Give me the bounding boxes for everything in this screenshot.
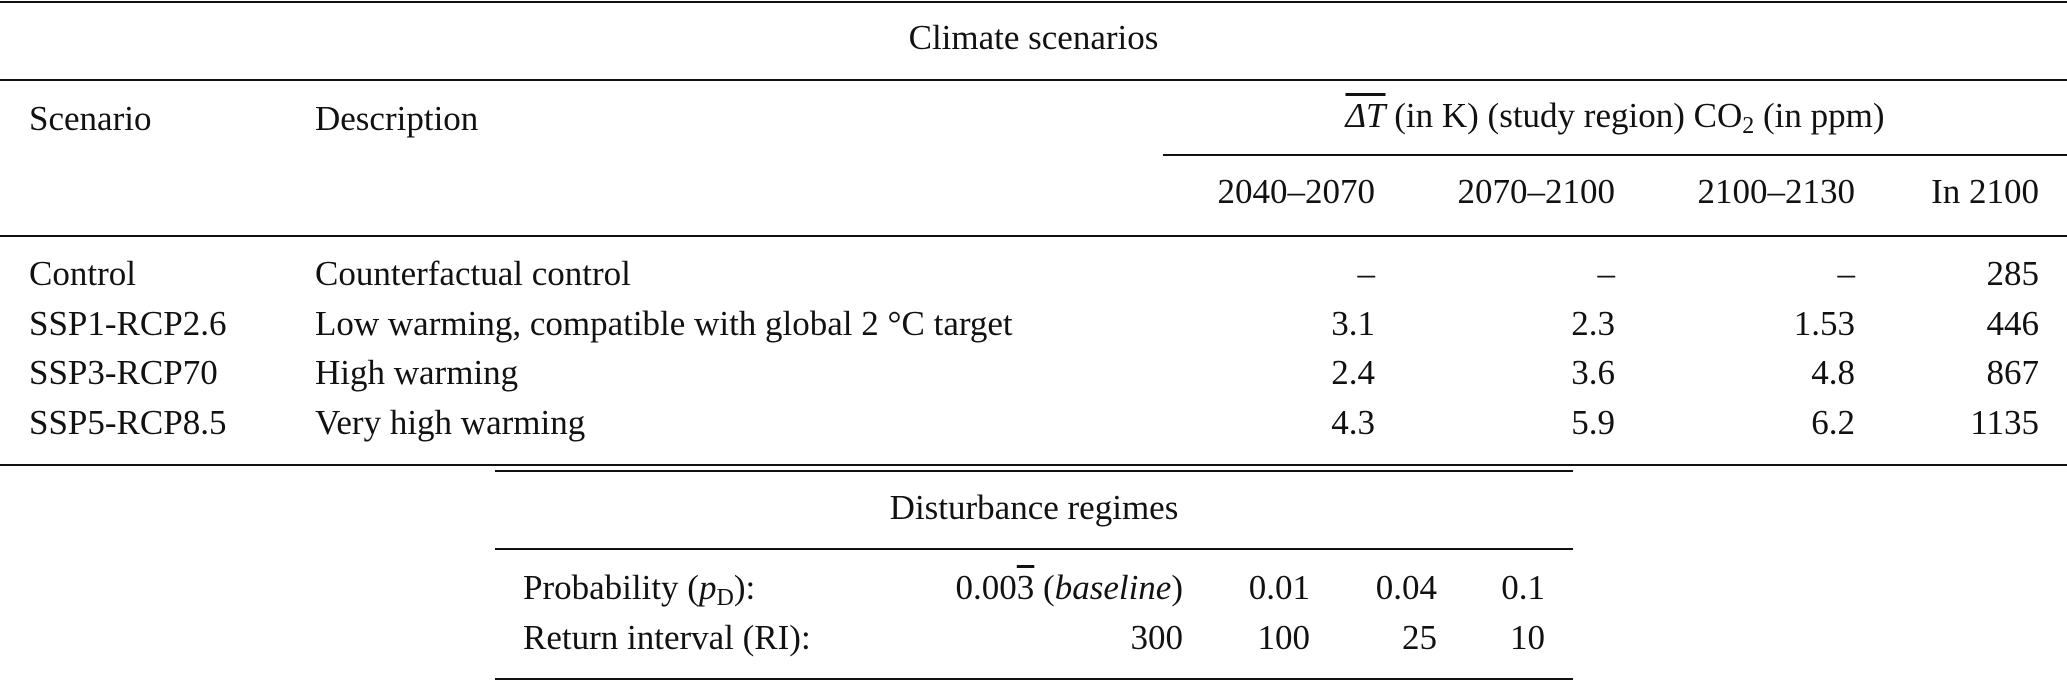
header-co2-2100: In 2100: [1931, 172, 2039, 211]
table-row-ssp3-co2: 867: [1986, 353, 2040, 392]
header-scenario: Scenario: [29, 99, 152, 138]
baseline-repeating-digit: 3: [1016, 568, 1035, 607]
table-row-ssp1-t1: 3.1: [1331, 304, 1375, 343]
probability-label: Probability (pD):: [523, 568, 756, 610]
table-row-control-scenario: Control: [29, 254, 136, 293]
probability-baseline: 0.003 (baseline): [955, 568, 1183, 607]
header-description: Description: [315, 99, 479, 138]
table-row-ssp5-t2: 5.9: [1571, 403, 1615, 442]
baseline-note: baseline: [1054, 568, 1172, 607]
table-row-ssp1-scenario: SSP1-RCP2.6: [29, 304, 227, 343]
return-interval-value-4: 10: [1510, 618, 1545, 657]
table-row-ssp3-t2: 3.6: [1571, 353, 1615, 392]
table-row-control-description: Counterfactual control: [315, 254, 631, 293]
climate-bottom-rule: [0, 464, 2067, 466]
group-header-text: (in K) (study region) CO: [1385, 96, 1743, 135]
table-row-ssp5-description: Very high warming: [315, 403, 586, 442]
table-row-ssp5-t3: 6.2: [1811, 403, 1855, 442]
table-row-ssp5-t1: 4.3: [1331, 403, 1375, 442]
return-interval-value-3: 25: [1402, 618, 1437, 657]
table-row-ssp1-t2: 2.3: [1571, 304, 1615, 343]
probability-value-4: 0.1: [1501, 568, 1545, 607]
climate-title: Climate scenarios: [908, 18, 1159, 57]
header-group-temperature-co2: ΔT (in K) (study region) CO2 (in ppm): [1163, 96, 2067, 138]
group-header-unit: (in ppm): [1754, 96, 1885, 135]
table-row-ssp5-scenario: SSP5-RCP8.5: [29, 403, 227, 442]
table-row-ssp5-co2: 1135: [1970, 403, 2039, 442]
probability-subscript: D: [716, 585, 734, 611]
header-period-2: 2070–2100: [1457, 172, 1616, 211]
table-row-ssp1-co2: 446: [1986, 304, 2040, 343]
table-row-ssp1-t3: 1.53: [1793, 304, 1855, 343]
probability-value-2: 0.01: [1248, 568, 1310, 607]
table-row-control-t3: –: [1837, 254, 1856, 293]
return-interval-label: Return interval (RI):: [523, 618, 811, 657]
return-interval-value-2: 100: [1257, 618, 1311, 657]
top-rule: [0, 1, 2067, 3]
table-row-control-co2: 285: [1986, 254, 2040, 293]
table-row-ssp1-description: Low warming, compatible with global 2 °C…: [315, 304, 1013, 343]
header-period-3: 2100–2130: [1697, 172, 1856, 211]
co2-subscript: 2: [1742, 113, 1755, 139]
table-row-ssp3-t1: 2.4: [1331, 353, 1375, 392]
disturbance-bottom-rule: [495, 678, 1573, 680]
probability-symbol: p: [698, 568, 717, 607]
table-row-ssp3-t3: 4.8: [1811, 353, 1855, 392]
table-row-ssp3-scenario: SSP3-RCP70: [29, 353, 218, 392]
table-row-ssp3-description: High warming: [315, 353, 519, 392]
header-rule: [0, 235, 2067, 237]
group-header-rule: [1163, 154, 2067, 156]
disturbance-top-rule: [495, 470, 1573, 472]
header-period-1: 2040–2070: [1217, 172, 1376, 211]
title-rule: [0, 79, 2067, 81]
return-interval-value-1: 300: [1130, 618, 1184, 657]
table-row-control-t1: –: [1357, 254, 1376, 293]
probability-label-text: Probability (: [523, 568, 699, 607]
disturbance-title: Disturbance regimes: [889, 488, 1179, 527]
disturbance-title-rule: [495, 548, 1573, 550]
probability-label-close: ):: [733, 568, 756, 607]
table-row-control-t2: –: [1597, 254, 1616, 293]
baseline-value: 0.00: [955, 568, 1017, 607]
probability-value-3: 0.04: [1375, 568, 1437, 607]
delta-t-symbol: ΔT: [1345, 96, 1386, 135]
